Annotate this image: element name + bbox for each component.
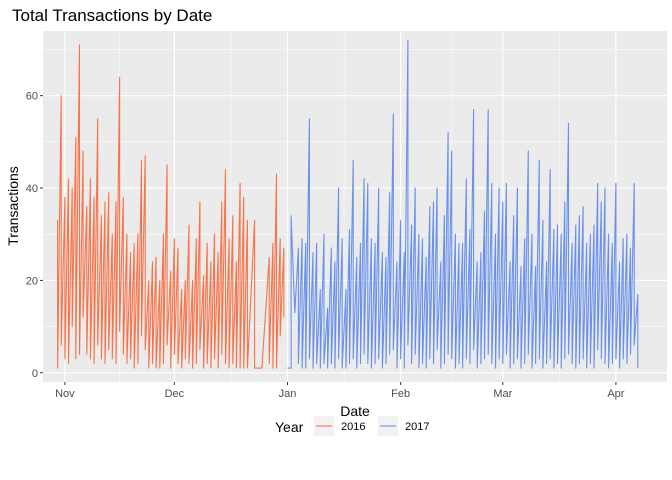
chart-title: Total Transactions by Date	[12, 6, 212, 25]
y-tick-label: 40	[26, 183, 38, 195]
x-axis: Nov Dec Jan Feb Mar Apr	[55, 382, 625, 400]
y-tick-label: 60	[26, 91, 38, 103]
x-tick-label: Feb	[391, 388, 410, 400]
legend-label-2017: 2017	[405, 421, 429, 433]
legend-label-2016: 2016	[341, 421, 365, 433]
legend-title: Year	[275, 419, 304, 435]
series-layer	[57, 39, 639, 369]
x-tick-label: Dec	[165, 388, 185, 400]
x-tick-label: Apr	[607, 388, 624, 400]
x-tick-label: Nov	[55, 388, 75, 400]
x-tick-label: Mar	[493, 388, 512, 400]
legend: Year 2016 2017	[275, 416, 429, 436]
y-tick-label: 20	[26, 275, 38, 287]
y-tick-label: 0	[32, 368, 38, 380]
y-axis: 0 20 40 60	[26, 91, 43, 380]
y-axis-title: Transactions	[5, 166, 21, 246]
series-line-2016	[57, 44, 285, 369]
series-line-2017	[287, 39, 639, 369]
x-axis-title: Date	[340, 403, 370, 419]
x-tick-label: Jan	[279, 388, 297, 400]
